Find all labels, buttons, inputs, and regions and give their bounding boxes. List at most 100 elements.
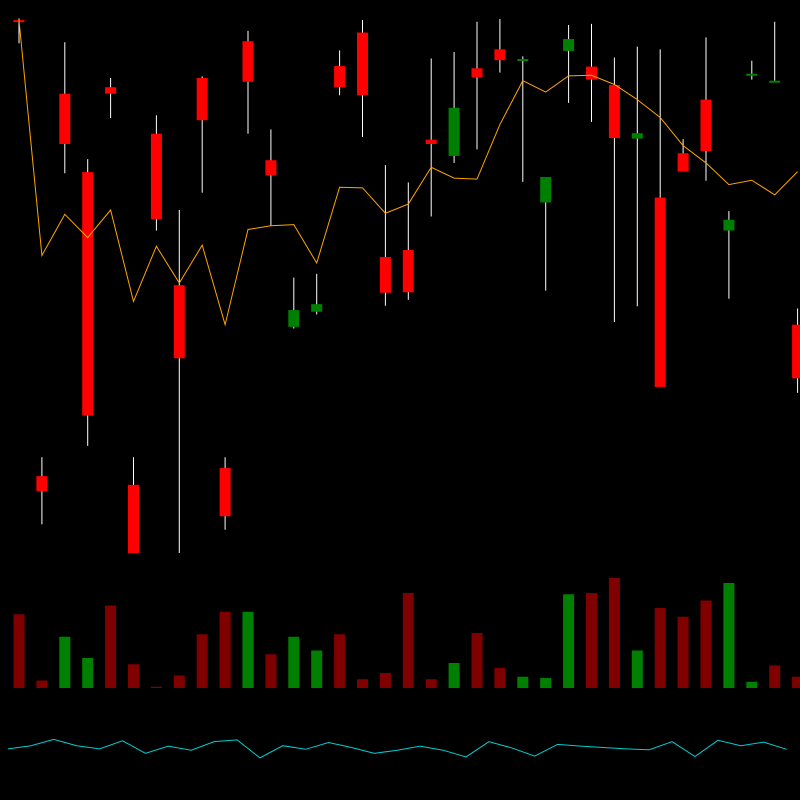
candle	[425, 58, 437, 217]
volume-bar	[654, 608, 666, 688]
candle	[150, 115, 162, 231]
candle-body	[288, 310, 300, 327]
volume-bar	[402, 593, 414, 688]
candle-body	[586, 66, 597, 80]
volume-bar	[425, 679, 437, 688]
volume-bar	[334, 634, 346, 688]
candle-body	[608, 85, 620, 139]
volume-bar	[448, 663, 460, 688]
candle-body	[334, 66, 346, 88]
oscillator-panel	[7, 738, 787, 759]
candle	[173, 210, 185, 553]
volume-bar	[769, 665, 781, 688]
volume-bar	[288, 636, 300, 688]
volume-bar	[150, 686, 162, 688]
candle-body	[36, 476, 48, 492]
candle	[517, 56, 529, 182]
candle-body	[265, 160, 277, 176]
volume-bar	[471, 633, 483, 688]
volume-bar	[82, 658, 94, 688]
volume-bar	[13, 614, 25, 688]
candle	[677, 139, 689, 172]
volume-bar	[792, 676, 800, 688]
candle	[746, 60, 758, 80]
candle-body	[700, 99, 712, 152]
candle-body	[540, 177, 552, 203]
volume-bar	[242, 611, 254, 688]
candle-body	[677, 153, 689, 172]
candle	[357, 20, 368, 137]
volume-bar	[105, 605, 117, 688]
volume-bar	[586, 593, 597, 688]
oscillator-line	[7, 738, 787, 759]
candle	[311, 273, 323, 315]
volume-bar	[265, 654, 277, 688]
candle	[128, 457, 139, 553]
candle	[563, 24, 575, 103]
candle	[334, 50, 346, 96]
candle-body	[723, 219, 735, 231]
candle	[700, 37, 712, 181]
candle-body	[746, 73, 758, 76]
candle-body	[150, 133, 162, 220]
volume-bar	[494, 668, 506, 688]
volume-panel	[13, 578, 800, 688]
volume-bar	[540, 678, 552, 688]
candle	[792, 308, 800, 393]
candle	[196, 76, 208, 193]
candle	[219, 457, 231, 530]
candle-body	[471, 68, 483, 78]
candle	[608, 57, 620, 322]
candle	[242, 30, 254, 134]
volume-bar	[36, 680, 48, 688]
candle	[494, 19, 506, 73]
candle-body	[494, 49, 506, 61]
candle	[471, 21, 483, 150]
volume-bar	[59, 636, 71, 688]
candle	[631, 46, 643, 307]
candle	[654, 49, 666, 387]
volume-bar	[311, 650, 323, 688]
volume-bar	[746, 681, 758, 688]
candle	[402, 182, 414, 300]
candle	[540, 177, 552, 291]
moving-average-line	[18, 20, 798, 327]
candle-body	[402, 250, 414, 293]
candle	[288, 277, 300, 329]
volume-bar	[357, 679, 368, 688]
volume-bar	[700, 600, 712, 688]
volume-bar	[723, 583, 735, 688]
candle-body	[82, 172, 94, 416]
candle-body	[517, 59, 529, 62]
candle-body	[196, 78, 208, 121]
candle	[59, 42, 71, 174]
volume-bar	[128, 664, 139, 688]
candle-body	[128, 484, 139, 553]
candle	[82, 159, 94, 446]
candle	[36, 457, 48, 525]
candle-body	[219, 468, 231, 517]
volume-bar	[517, 676, 529, 688]
candle-body	[311, 304, 323, 312]
price-panel	[13, 18, 800, 553]
candle	[265, 129, 277, 226]
volume-bar	[563, 594, 575, 688]
candle	[769, 21, 781, 83]
volume-bar	[219, 611, 231, 688]
candle-body	[173, 285, 185, 359]
candle-body	[654, 197, 666, 387]
candle	[586, 23, 597, 122]
candle-body	[448, 107, 460, 156]
candle	[448, 52, 460, 163]
candle-body	[242, 41, 254, 82]
candle	[105, 78, 117, 119]
volume-bar	[677, 616, 689, 688]
candle	[379, 165, 391, 306]
candle-body	[105, 87, 117, 94]
candle-body	[631, 133, 643, 139]
candle-body	[425, 139, 437, 145]
candle-body	[792, 324, 800, 379]
candle-body	[769, 80, 781, 83]
volume-bar	[608, 578, 620, 688]
